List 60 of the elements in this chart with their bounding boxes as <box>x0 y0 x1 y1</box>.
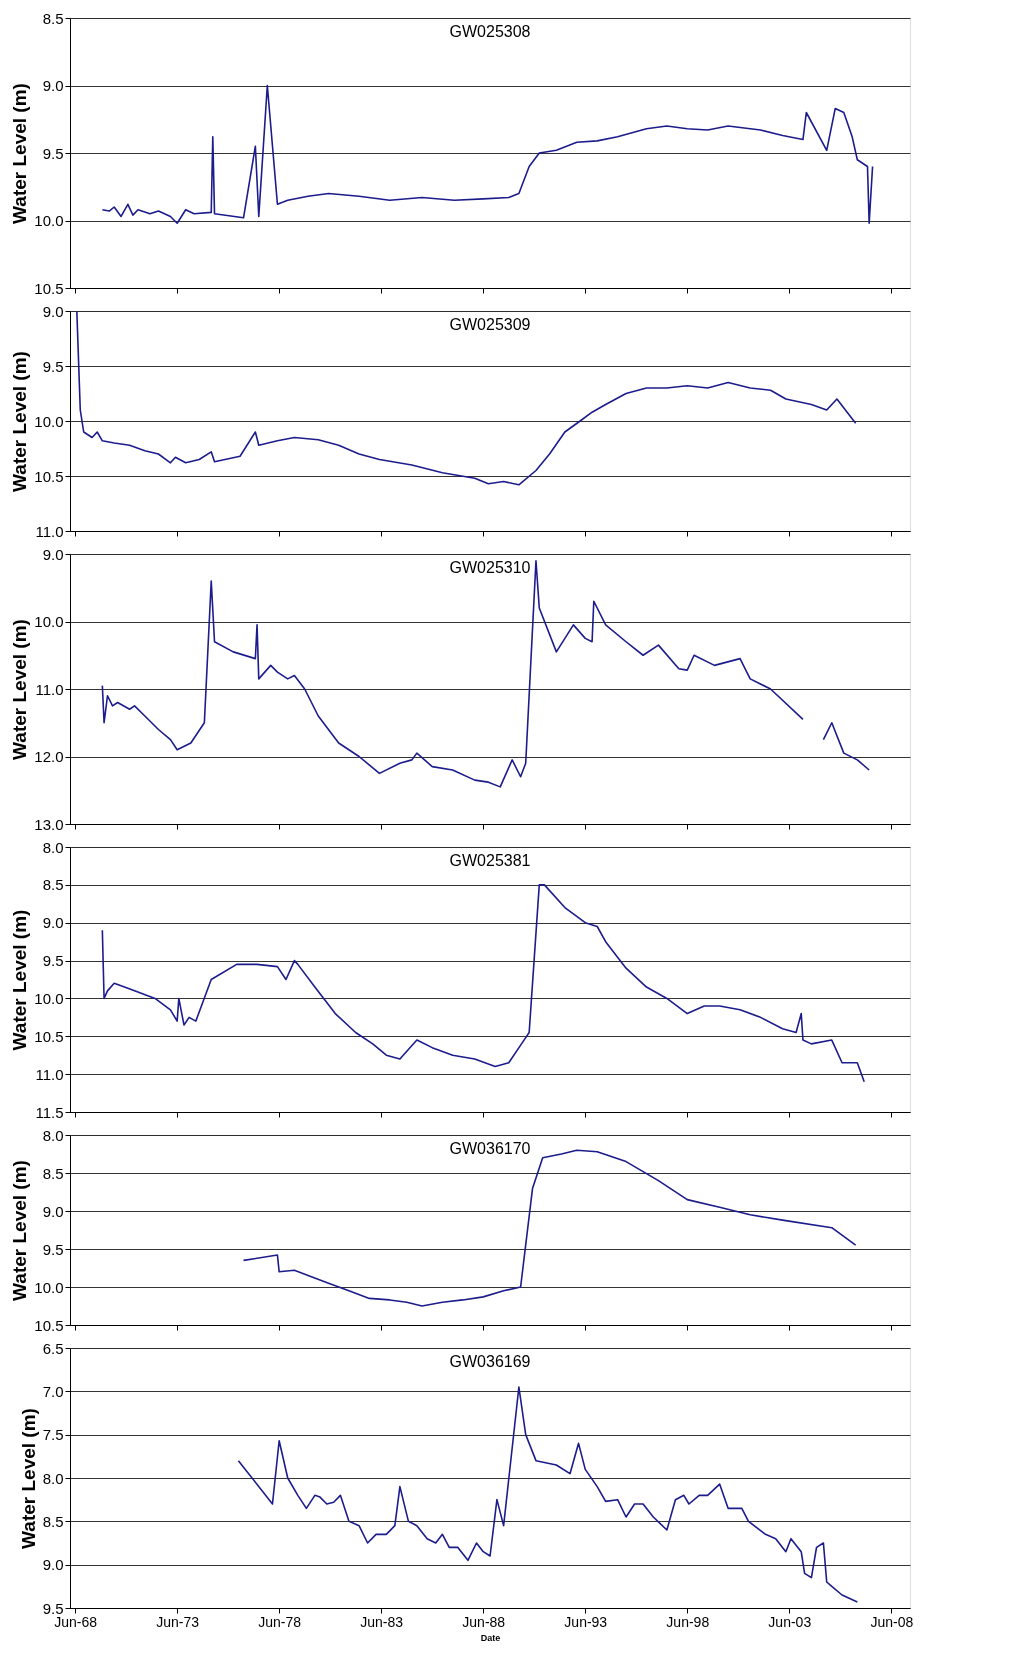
y-tick-label: 9.5 <box>42 144 64 162</box>
x-tick-label: Jun-88 <box>462 1613 506 1630</box>
x-axis-title: Date <box>480 1632 501 1643</box>
x-tick-label: Jun-98 <box>666 1613 710 1630</box>
y-tick-label: 8.5 <box>42 1164 64 1182</box>
x-tick-label: Jun-08 <box>870 1613 914 1630</box>
chart-title: GW025309 <box>449 316 531 333</box>
y-axis-title: Water Level (m) <box>9 351 31 492</box>
y-tick-label: 11.0 <box>35 522 64 540</box>
y-axis-title: Water Level (m) <box>9 83 31 224</box>
y-tick-label: 8.5 <box>42 876 64 894</box>
y-tick-label: 10.5 <box>34 1316 64 1334</box>
chart-title: GW036170 <box>449 1140 531 1157</box>
chart-title: GW025310 <box>449 559 531 576</box>
y-tick-label: 7.5 <box>42 1426 64 1444</box>
y-tick-label: 8.0 <box>42 1126 64 1144</box>
x-tick-label: Jun-73 <box>156 1613 200 1630</box>
x-tick-label: Jun-03 <box>768 1613 812 1630</box>
line-series <box>237 1386 859 1603</box>
x-tick-label: Jun-83 <box>360 1613 404 1630</box>
y-tick-label: 9.5 <box>42 1240 64 1258</box>
y-tick-label: 10.5 <box>34 279 64 297</box>
y-tick-label: 8.0 <box>42 838 64 856</box>
y-tick-label: 10.5 <box>34 467 64 485</box>
y-tick-label: 10.0 <box>34 989 64 1007</box>
line-series <box>101 84 874 224</box>
line-series <box>101 884 865 1083</box>
y-tick-label: 13.0 <box>34 815 64 833</box>
y-tick-label: 9.0 <box>42 302 64 320</box>
y-tick-label: 9.0 <box>42 914 64 932</box>
y-tick-label: 12.0 <box>34 748 64 765</box>
y-tick-label: 11.0 <box>35 1065 64 1083</box>
line-series <box>76 310 857 486</box>
y-tick-label: 6.5 <box>42 1339 64 1357</box>
y-tick-label: 7.0 <box>42 1382 64 1400</box>
y-tick-label: 11.0 <box>35 680 64 698</box>
y-tick-label: 10.5 <box>34 1027 64 1045</box>
y-tick-label: 9.0 <box>42 545 64 563</box>
y-tick-label: 9.5 <box>42 357 64 375</box>
x-tick-label: Jun-78 <box>258 1613 302 1630</box>
y-tick-label: 8.5 <box>42 1512 64 1530</box>
y-tick-label: 8.0 <box>42 1469 64 1487</box>
y-tick-label: 10.0 <box>34 613 64 630</box>
y-tick-label: 9.0 <box>42 77 64 94</box>
y-axis-title: Water Level (m) <box>9 619 31 760</box>
chart-title: GW025381 <box>449 852 531 869</box>
y-tick-label: 11.5 <box>35 1103 64 1121</box>
y-tick-label: 9.5 <box>42 952 64 970</box>
y-axis-title: Water Level (m) <box>9 1160 31 1301</box>
y-tick-label: 8.5 <box>42 9 64 27</box>
y-tick-label: 10.0 <box>34 212 64 229</box>
x-tick-label: Jun-93 <box>564 1613 608 1630</box>
y-axis-title: Water Level (m) <box>9 909 31 1051</box>
chart-title: GW025308 <box>449 23 531 40</box>
y-tick-label: 10.0 <box>34 1278 64 1296</box>
y-tick-label: 9.0 <box>42 1556 64 1574</box>
y-tick-label: 9.0 <box>42 1202 64 1220</box>
chart-title: GW036169 <box>449 1353 531 1370</box>
y-tick-label: 10.0 <box>34 412 64 430</box>
y-axis-title: Water Level (m) <box>17 1408 39 1549</box>
